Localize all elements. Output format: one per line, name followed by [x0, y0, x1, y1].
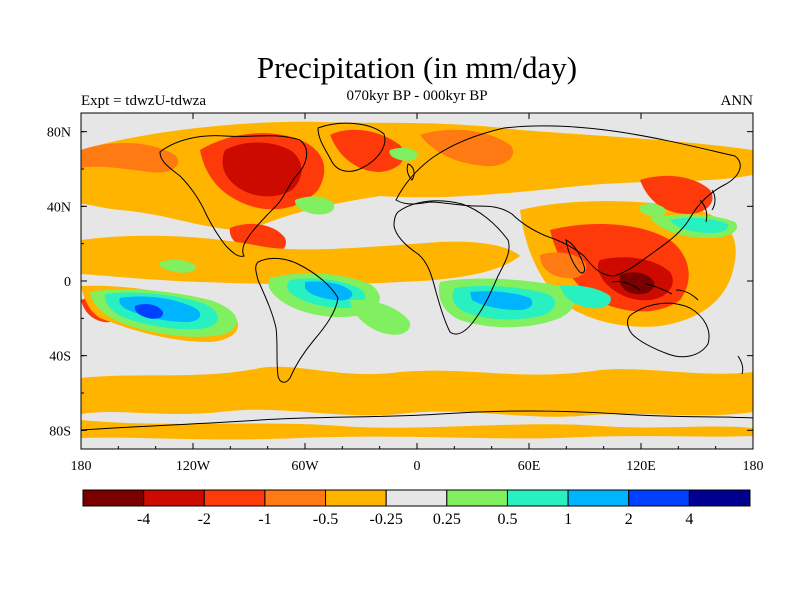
coast-japan — [699, 189, 716, 223]
experiment-label: Expt = tdwzU-tdwza — [81, 93, 207, 109]
colorbar-label: 0.25 — [433, 511, 461, 528]
y-tick-label: 40S — [49, 350, 71, 365]
colorbar-label: 0.5 — [497, 511, 517, 528]
anomaly-mediterranean-green — [389, 147, 418, 161]
anomaly-western-pacific-green — [639, 203, 666, 217]
anomaly-hawaii-green — [159, 259, 196, 273]
colorbar-label: 4 — [685, 511, 693, 528]
chart-title: Precipitation (in mm/day) — [256, 50, 578, 85]
colorbar-label: -1 — [258, 511, 271, 528]
coast-africa — [393, 200, 510, 335]
colorbar-swatch — [628, 489, 690, 507]
colorbar-swatch — [567, 489, 630, 507]
colorbar-swatch — [325, 489, 387, 507]
colorbar-swatch — [143, 489, 205, 507]
colorbar-swatch — [203, 489, 266, 507]
anomaly-gulf-stream-green — [294, 196, 335, 215]
colorbar-label: -4 — [137, 511, 150, 528]
anomaly-greenland — [330, 129, 404, 172]
colorbar-swatch — [264, 489, 327, 507]
colorbar-label: -0.25 — [370, 511, 403, 528]
colorbar-label: 1 — [564, 511, 572, 528]
axis-labels: 180 120W 60W 0 60E 120E 180 80N 40N 0 40S 80S — [47, 126, 764, 474]
coast-indonesia — [611, 281, 699, 301]
y-tick-label: 80N — [47, 126, 71, 141]
x-tick-label: 120E — [626, 459, 656, 474]
x-tick-label: 60W — [291, 459, 319, 474]
colorbar-label: -2 — [198, 511, 211, 528]
anomaly-antarctic-edge — [81, 420, 753, 440]
anomaly-amazon-blue — [305, 281, 353, 301]
coast-australia — [627, 302, 710, 358]
x-tick-label: 0 — [414, 459, 421, 474]
coast-new-zealand — [737, 355, 744, 375]
anomaly-europe — [420, 129, 514, 167]
colorbar-swatch — [446, 489, 508, 507]
colorbar-swatch — [82, 489, 145, 507]
precipitation-field — [81, 121, 753, 440]
colorbar-swatch — [385, 489, 448, 507]
axis-ticks — [80, 113, 754, 449]
anomaly-north-america-dark — [222, 142, 302, 197]
anomaly-arabian-sea — [540, 252, 587, 279]
x-tick-label: 180 — [71, 459, 92, 474]
coastlines — [81, 122, 753, 431]
colorbar: -4 -2 -1 -0.5 -0.25 0.25 0.5 1 2 4 — [82, 489, 751, 528]
anomaly-africa-blue — [470, 291, 533, 310]
coast-south-america — [255, 257, 339, 383]
colorbar-label: -0.5 — [313, 511, 338, 528]
coast-eurasia — [395, 125, 741, 277]
colorbar-swatch — [506, 489, 569, 507]
y-tick-label: 40N — [47, 200, 71, 215]
anomaly-north-pacific-cyan — [670, 217, 729, 234]
anomaly-south-atlantic-green — [350, 299, 411, 335]
x-tick-label: 120W — [176, 459, 211, 474]
coast-india — [565, 239, 585, 274]
coast-greenland — [317, 122, 386, 172]
anomaly-maritime-darkest — [619, 272, 655, 295]
coast-uk — [406, 163, 415, 181]
coast-north-america — [159, 135, 308, 257]
y-tick-label: 80S — [49, 424, 71, 439]
y-tick-label: 0 — [64, 275, 71, 290]
season-label: ANN — [720, 93, 754, 109]
anomaly-south-pacific-blue — [134, 304, 164, 319]
anomaly-southern-band — [81, 366, 753, 417]
chart-subtitle: 070kyr BP - 000kyr BP — [346, 88, 488, 104]
x-tick-label: 180 — [743, 459, 764, 474]
anomaly-indian-ocean-cyan — [560, 285, 611, 309]
colorbar-label: 2 — [625, 511, 633, 528]
coast-antarctica — [81, 410, 753, 431]
anomaly-east-asia — [640, 175, 713, 214]
anomaly-north-pacific — [81, 143, 179, 173]
map-panel — [80, 112, 754, 450]
x-tick-label: 60E — [518, 459, 541, 474]
colorbar-swatch — [688, 489, 751, 507]
